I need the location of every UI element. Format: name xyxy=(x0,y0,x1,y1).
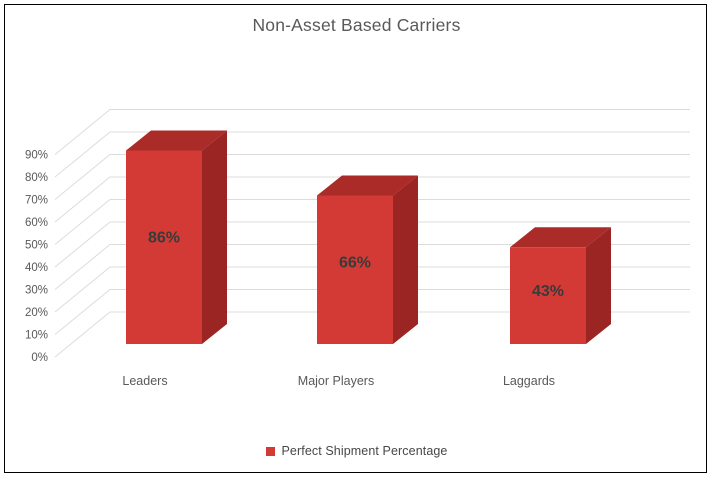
bar-top-face-laggards xyxy=(510,227,611,248)
gridline xyxy=(54,154,690,200)
bar-major-players xyxy=(317,195,393,344)
gridline xyxy=(54,311,690,358)
legend-label: Perfect Shipment Percentage xyxy=(281,444,448,458)
gridline xyxy=(54,266,690,313)
x-axis-category-label-laggards: Laggards xyxy=(503,374,555,388)
bar-side-face-laggards xyxy=(586,227,611,344)
y-axis-tick-label: 40% xyxy=(25,262,48,274)
y-axis-tick-label: 90% xyxy=(25,150,48,162)
gridline xyxy=(54,289,690,335)
chart-title: Non-Asset Based Carriers xyxy=(252,15,461,35)
y-axis-tick-label: 0% xyxy=(31,352,48,364)
bar-side-face-leaders xyxy=(202,130,227,344)
data-label: 66% xyxy=(339,254,371,271)
gridline xyxy=(54,176,690,223)
bar-top-face-major-players xyxy=(317,175,418,196)
y-axis-tick-label: 10% xyxy=(25,330,48,342)
y-axis-tick-label: 70% xyxy=(25,195,48,207)
y-axis-tick-label: 20% xyxy=(25,307,48,319)
x-axis-category-label-leaders: Leaders xyxy=(122,374,167,388)
bar-side-face-major-players xyxy=(393,175,418,344)
gridline xyxy=(54,109,690,155)
y-axis-tick-label: 60% xyxy=(25,217,48,229)
bar-leaders xyxy=(126,150,202,344)
gridline xyxy=(54,221,690,268)
x-axis-category-label-major-players: Major Players xyxy=(298,374,374,388)
legend-swatch-icon xyxy=(265,446,275,456)
bar-laggards xyxy=(510,247,586,344)
bar-top-face-leaders xyxy=(126,130,227,151)
y-axis-tick-label: 80% xyxy=(25,172,48,184)
y-axis-tick-label: 50% xyxy=(25,240,48,252)
legend: Perfect Shipment Percentage xyxy=(0,444,713,458)
y-axis-tick-label: 30% xyxy=(25,285,48,297)
gridline xyxy=(54,131,690,178)
gridline xyxy=(54,199,690,245)
data-label: 86% xyxy=(148,230,180,247)
data-label: 43% xyxy=(532,283,564,300)
gridline xyxy=(54,244,690,290)
